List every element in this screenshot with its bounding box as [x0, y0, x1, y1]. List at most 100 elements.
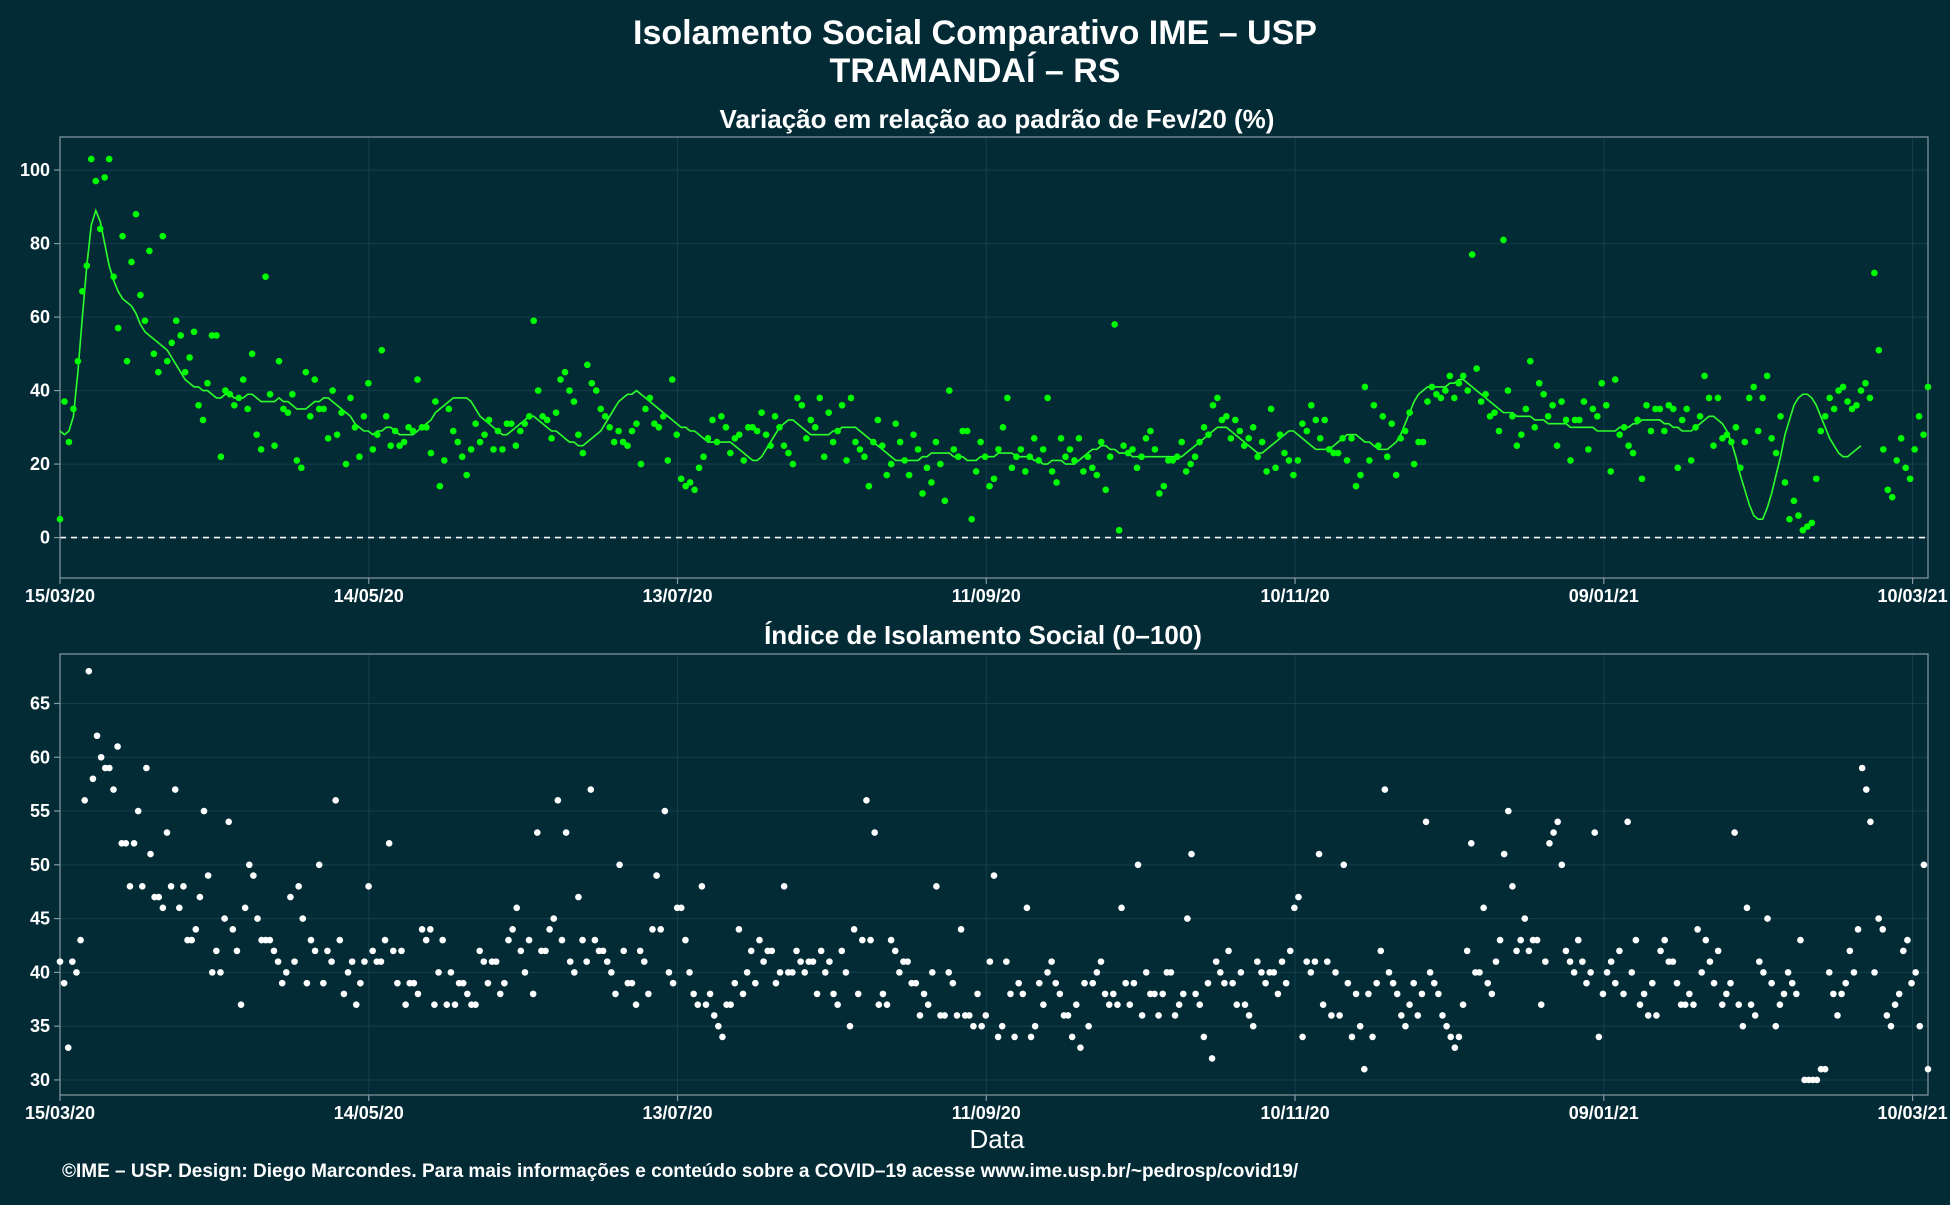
y-tick-label: 60 [30, 747, 50, 767]
data-point [1830, 990, 1837, 998]
data-point [517, 427, 524, 435]
data-point [920, 990, 928, 998]
data-point [431, 1001, 438, 1008]
data-point [1229, 979, 1236, 987]
data-point [402, 1001, 409, 1008]
data-point [1669, 405, 1677, 413]
data-point [508, 420, 515, 427]
data-point [436, 482, 444, 490]
data-point [612, 990, 619, 998]
data-point [521, 969, 529, 976]
data-point [566, 387, 573, 394]
data-point [257, 446, 265, 453]
data-point [1389, 979, 1397, 987]
data-point [776, 424, 783, 431]
data-point [1057, 435, 1065, 442]
data-point [1505, 807, 1512, 815]
top-panel-title: Variação em relação ao padrão de Fev/20 … [720, 104, 1275, 134]
data-point [1406, 1001, 1413, 1008]
data-point [1500, 850, 1508, 858]
x-tick-label: 10/11/20 [1261, 1103, 1330, 1123]
data-point [1591, 829, 1599, 836]
data-point [875, 1001, 883, 1008]
data-point [642, 405, 649, 413]
data-point [186, 354, 193, 361]
data-point [284, 409, 292, 416]
data-point [789, 460, 797, 468]
data-point [794, 394, 801, 402]
data-point [373, 431, 381, 438]
data-point [398, 947, 405, 955]
data-point [1911, 446, 1918, 453]
data-point [1418, 990, 1426, 998]
x-tick-label: 10/11/20 [1261, 586, 1330, 606]
data-point [389, 947, 397, 955]
data-point [1509, 883, 1516, 890]
data-point [871, 829, 878, 836]
data-point [887, 936, 895, 944]
data-point [307, 936, 315, 944]
data-point [591, 936, 599, 944]
data-point [1714, 947, 1722, 955]
data-point [365, 883, 372, 890]
data-point [159, 904, 167, 912]
data-point [56, 958, 64, 965]
data-point [60, 979, 68, 987]
data-point [820, 453, 828, 461]
data-point [722, 424, 730, 431]
data-point [1237, 969, 1245, 976]
data-point [610, 438, 618, 446]
data-point [1373, 979, 1380, 987]
data-point [619, 438, 627, 446]
data-point [1629, 449, 1637, 457]
data-point [901, 457, 908, 464]
data-point [1492, 958, 1500, 965]
data-point [1562, 947, 1570, 955]
data-point [382, 413, 390, 420]
data-point [1106, 453, 1114, 461]
data-point [1594, 413, 1601, 420]
data-point [414, 376, 421, 383]
data-point [1583, 979, 1590, 987]
data-point [332, 796, 339, 804]
data-point [1743, 904, 1751, 912]
data-point [691, 486, 698, 494]
data-point [1003, 958, 1010, 965]
data-point [1455, 1033, 1463, 1041]
data-point [1348, 435, 1355, 442]
data-point [192, 926, 200, 933]
data-point [87, 155, 95, 163]
data-point [1616, 947, 1623, 955]
data-point [130, 840, 138, 847]
data-point [138, 883, 146, 890]
data-point [496, 990, 504, 998]
data-point [106, 764, 113, 772]
data-point [1267, 405, 1275, 413]
data-point [328, 958, 335, 965]
data-point [1221, 979, 1228, 987]
data-point [134, 807, 142, 815]
data-point [1468, 251, 1476, 258]
data-point [1191, 453, 1199, 461]
data-point [458, 453, 466, 461]
data-point [1040, 1001, 1047, 1008]
data-point [1048, 468, 1056, 475]
data-point [1902, 464, 1909, 472]
data-point [222, 387, 229, 394]
data-point [1344, 979, 1352, 987]
data-point [1272, 464, 1279, 472]
data-point [1422, 818, 1430, 826]
data-point [1883, 1012, 1891, 1019]
data-point [1133, 464, 1141, 472]
data-point [1155, 1012, 1162, 1019]
data-point [1763, 372, 1771, 380]
data-point [250, 872, 257, 879]
data-point [181, 368, 189, 376]
data-point [1579, 958, 1586, 965]
data-point [995, 446, 1002, 453]
data-point [1081, 979, 1088, 987]
data-point [239, 376, 247, 383]
data-point [1085, 1022, 1092, 1030]
data-point [306, 413, 314, 420]
